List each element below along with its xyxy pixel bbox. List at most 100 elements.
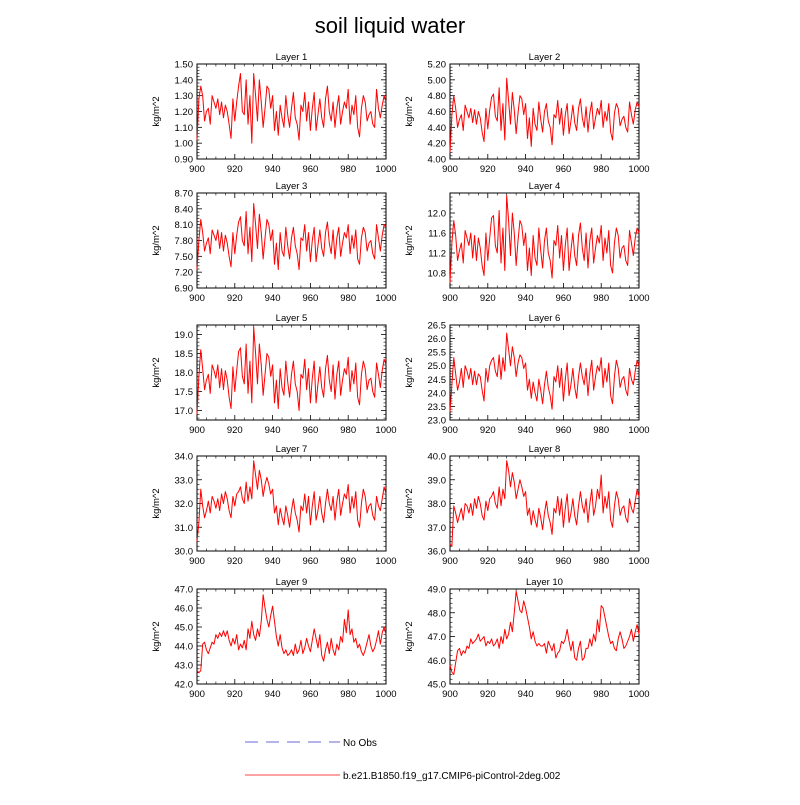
y-axis-label: kg/m^2 bbox=[404, 225, 415, 255]
legend: No Obs b.e21.B1850.f19_g17.CMIP6-piContr… bbox=[245, 738, 561, 782]
y-tick-label: 23.5 bbox=[428, 402, 447, 413]
panels: Layer 1 kg/m^2 900 920 940 960 980 1000 0.90 1.00… bbox=[151, 52, 650, 700]
series-line-1 bbox=[196, 326, 387, 415]
y-tick-label: 26.0 bbox=[428, 334, 447, 345]
y-tick-label: 7.20 bbox=[175, 268, 194, 279]
y-tick-label: 18.5 bbox=[175, 349, 194, 360]
y-tick-label: 1.20 bbox=[175, 107, 194, 118]
y-tick-label: 1.30 bbox=[175, 91, 194, 102]
x-tick-label: 920 bbox=[227, 293, 243, 304]
x-tick-label: 920 bbox=[480, 293, 496, 304]
y-axis-label: kg/m^2 bbox=[151, 357, 162, 387]
y-tick-label: 8.10 bbox=[175, 220, 194, 231]
x-tick-label: 960 bbox=[555, 425, 571, 436]
x-tick-label: 940 bbox=[518, 425, 534, 436]
x-tick-label: 1000 bbox=[628, 293, 649, 304]
panel-title: Layer 4 bbox=[529, 181, 561, 192]
x-tick-label: 1000 bbox=[375, 556, 396, 567]
y-tick-label: 43.0 bbox=[175, 661, 194, 672]
y-tick-label: 19.0 bbox=[175, 330, 194, 341]
x-tick-label: 900 bbox=[189, 425, 205, 436]
y-tick-label: 36.0 bbox=[428, 547, 447, 558]
y-tick-label: 4.00 bbox=[428, 155, 447, 166]
y-tick-label: 34.0 bbox=[175, 452, 194, 463]
x-tick-label: 900 bbox=[442, 164, 458, 175]
y-tick-label: 37.0 bbox=[428, 523, 447, 534]
y-tick-label: 45.0 bbox=[175, 623, 194, 634]
x-tick-label: 980 bbox=[593, 556, 609, 567]
y-tick-label: 24.0 bbox=[428, 388, 447, 399]
x-tick-label: 940 bbox=[265, 556, 281, 567]
y-tick-label: 47.0 bbox=[428, 632, 447, 643]
panel-title: Layer 7 bbox=[276, 444, 308, 455]
y-tick-label: 11.2 bbox=[428, 249, 446, 260]
x-tick-label: 920 bbox=[227, 425, 243, 436]
x-tick-label: 960 bbox=[555, 556, 571, 567]
chart-panel-layer-4: Layer 4 kg/m^2 900 920 940 960 980 1000 10.8 11.2… bbox=[404, 181, 650, 304]
y-axis-label: kg/m^2 bbox=[151, 621, 162, 651]
legend-model-label: b.e21.B1850.f19_g17.CMIP6-piControl-2deg… bbox=[343, 771, 561, 782]
y-tick-label: 7.80 bbox=[175, 236, 194, 247]
y-tick-label: 42.0 bbox=[175, 680, 194, 691]
x-tick-label: 940 bbox=[265, 293, 281, 304]
x-tick-label: 1000 bbox=[375, 689, 396, 700]
x-tick-label: 900 bbox=[189, 164, 205, 175]
x-tick-label: 940 bbox=[518, 293, 534, 304]
x-tick-label: 980 bbox=[340, 556, 356, 567]
x-tick-label: 960 bbox=[555, 293, 571, 304]
y-tick-label: 25.0 bbox=[428, 361, 447, 372]
panel-title: Layer 5 bbox=[276, 313, 308, 324]
x-tick-label: 980 bbox=[593, 164, 609, 175]
y-tick-label: 10.8 bbox=[428, 269, 447, 280]
y-tick-label: 5.00 bbox=[428, 75, 447, 86]
x-tick-label: 920 bbox=[480, 556, 496, 567]
y-tick-label: 44.0 bbox=[175, 642, 194, 653]
x-tick-label: 1000 bbox=[628, 164, 649, 175]
series-line-1 bbox=[449, 332, 640, 412]
x-tick-label: 920 bbox=[227, 689, 243, 700]
series-line-1 bbox=[196, 594, 387, 674]
y-tick-label: 46.0 bbox=[175, 604, 194, 615]
legend-no-obs-label: No Obs bbox=[343, 738, 377, 749]
y-tick-label: 30.0 bbox=[175, 547, 194, 558]
chart-panel-layer-2: Layer 2 kg/m^2 900 920 940 960 980 1000 4.00 4.20… bbox=[404, 52, 650, 175]
x-tick-label: 960 bbox=[302, 293, 318, 304]
y-tick-label: 4.20 bbox=[428, 139, 447, 150]
series-line-1 bbox=[449, 77, 640, 153]
series-line-1 bbox=[196, 73, 387, 144]
x-tick-label: 980 bbox=[340, 164, 356, 175]
x-tick-label: 900 bbox=[442, 293, 458, 304]
x-tick-label: 900 bbox=[442, 556, 458, 567]
y-tick-label: 33.0 bbox=[175, 475, 194, 486]
y-tick-label: 48.0 bbox=[428, 608, 447, 619]
y-tick-label: 47.0 bbox=[175, 585, 194, 596]
series-line-1 bbox=[196, 203, 387, 271]
x-tick-label: 960 bbox=[555, 689, 571, 700]
y-tick-label: 25.5 bbox=[428, 348, 447, 359]
y-tick-label: 39.0 bbox=[428, 475, 447, 486]
y-tick-label: 1.40 bbox=[175, 75, 194, 86]
x-tick-label: 980 bbox=[340, 293, 356, 304]
y-tick-label: 24.5 bbox=[428, 375, 447, 386]
y-axis-label: kg/m^2 bbox=[404, 488, 415, 518]
y-axis-label: kg/m^2 bbox=[404, 621, 415, 651]
chart-panel-layer-7: Layer 7 kg/m^2 900 920 940 960 980 1000 30.0 31.0… bbox=[151, 444, 397, 567]
x-tick-label: 900 bbox=[442, 425, 458, 436]
x-tick-label: 1000 bbox=[628, 425, 649, 436]
series-line-1 bbox=[449, 590, 640, 675]
chart-panel-layer-1: Layer 1 kg/m^2 900 920 940 960 980 1000 0.90 1.00… bbox=[151, 52, 397, 175]
chart-panel-layer-8: Layer 8 kg/m^2 900 920 940 960 980 1000 36.0 37.0… bbox=[404, 444, 650, 567]
y-tick-label: 6.90 bbox=[175, 284, 194, 295]
y-tick-label: 31.0 bbox=[175, 523, 194, 534]
y-tick-label: 17.5 bbox=[175, 387, 194, 398]
y-tick-label: 0.90 bbox=[175, 155, 194, 166]
x-tick-label: 900 bbox=[189, 293, 205, 304]
y-axis-label: kg/m^2 bbox=[404, 357, 415, 387]
y-tick-label: 40.0 bbox=[428, 452, 447, 463]
y-tick-label: 8.40 bbox=[175, 204, 194, 215]
y-tick-label: 18.0 bbox=[175, 368, 194, 379]
chart-panel-layer-6: Layer 6 kg/m^2 900 920 940 960 980 1000 23.0 23.5… bbox=[404, 313, 650, 436]
y-tick-label: 7.50 bbox=[175, 252, 194, 263]
panel-title: Layer 10 bbox=[526, 577, 563, 588]
panel-title: Layer 3 bbox=[276, 181, 308, 192]
